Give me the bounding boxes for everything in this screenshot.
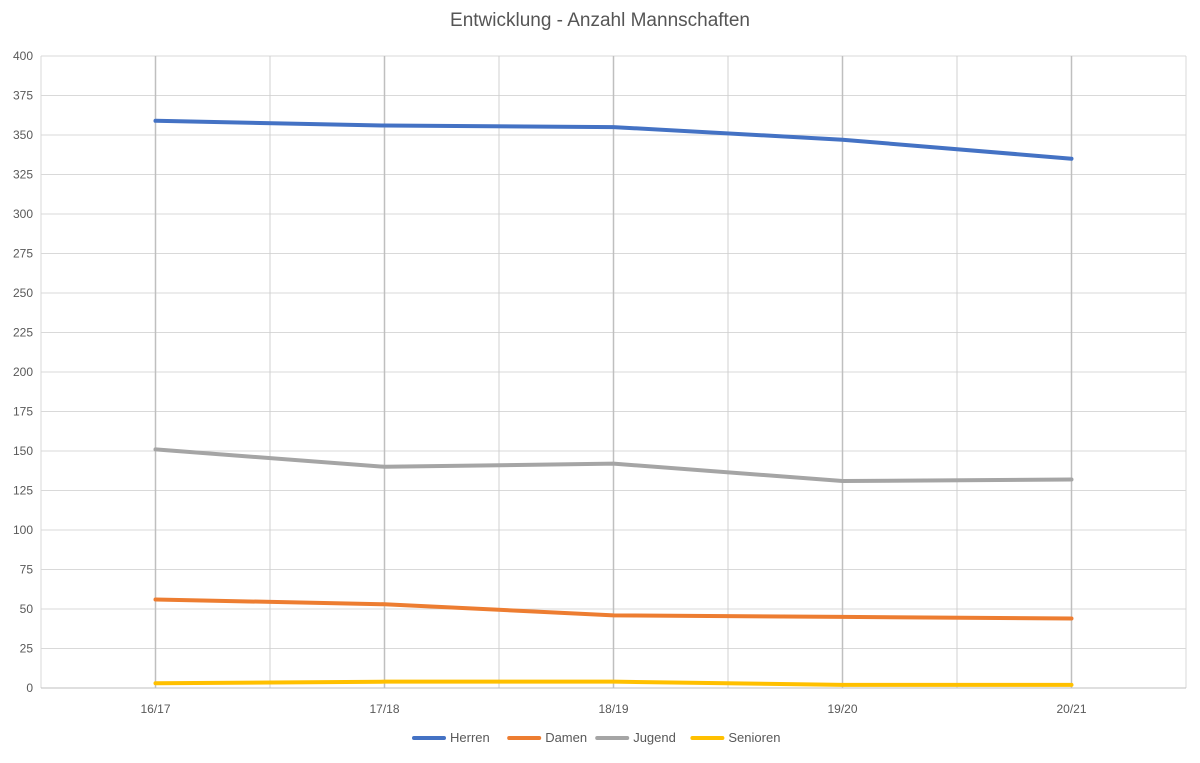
- y-tick-label: 375: [13, 89, 33, 103]
- y-tick-label: 250: [13, 286, 33, 300]
- x-tick-label: 19/20: [827, 702, 857, 716]
- x-tick-label: 17/18: [369, 702, 399, 716]
- series-line-herren: [153, 118, 1074, 161]
- series-line-jugend: [153, 447, 1074, 484]
- legend-label-damen: Damen: [545, 730, 587, 745]
- legend-label-senioren: Senioren: [728, 730, 780, 745]
- y-tick-label: 75: [20, 563, 34, 577]
- y-tick-label: 100: [13, 523, 33, 537]
- y-tick-label: 325: [13, 168, 33, 182]
- y-tick-label: 50: [20, 602, 34, 616]
- series-line-senioren: [153, 679, 1074, 687]
- y-tick-label: 0: [26, 681, 33, 695]
- y-tick-label: 225: [13, 326, 33, 340]
- chart-title: Entwicklung - Anzahl Mannschaften: [450, 10, 750, 31]
- y-tick-label: 275: [13, 247, 33, 261]
- y-tick-label: 125: [13, 484, 33, 498]
- y-tick-label: 300: [13, 207, 33, 221]
- y-tick-label: 400: [13, 49, 33, 63]
- x-tick-label: 20/21: [1056, 702, 1086, 716]
- y-tick-label: 150: [13, 444, 33, 458]
- legend-label-herren: Herren: [450, 730, 490, 745]
- y-tick-label: 25: [20, 642, 34, 656]
- legend-label-jugend: Jugend: [633, 730, 676, 745]
- x-tick-label: 16/17: [140, 702, 170, 716]
- y-tick-label: 350: [13, 128, 33, 142]
- x-tick-label: 18/19: [598, 702, 628, 716]
- series-line-damen: [153, 597, 1074, 621]
- y-tick-label: 200: [13, 365, 33, 379]
- y-tick-label: 175: [13, 405, 33, 419]
